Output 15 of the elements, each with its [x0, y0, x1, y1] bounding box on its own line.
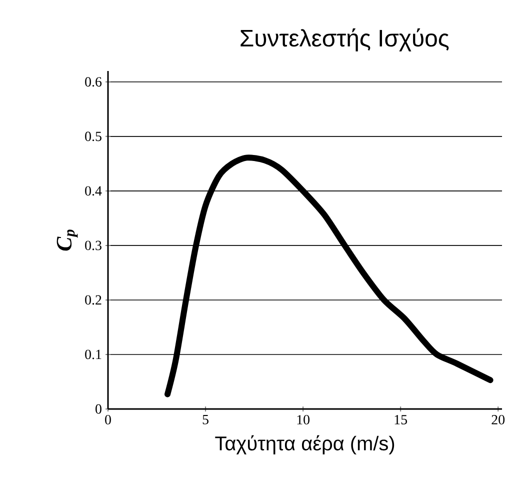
x-tick-label: 20	[492, 415, 505, 424]
chart-title: Συντελεστής Ισχύος	[240, 28, 449, 52]
y-tick-label: 0.1	[85, 350, 102, 360]
x-tick-label: 0	[105, 415, 111, 424]
x-tick-label: 5	[202, 415, 208, 424]
y-axis-title: C$_{p}$	[56, 230, 78, 251]
x-axis-title: Ταχύτητα αέρα (m/s)	[215, 435, 394, 454]
x-tick-label: 10	[297, 415, 310, 424]
y-tick-label: 0.3	[85, 240, 102, 250]
y-tick-label: 0.4	[85, 186, 102, 196]
y-tick-label: 0.6	[85, 77, 102, 87]
y-tick-label: 0.5	[85, 132, 102, 142]
x-tick-label: 15	[394, 415, 408, 424]
y-tick-label: 0	[96, 404, 102, 414]
y-tick-label: 0.2	[85, 295, 102, 305]
